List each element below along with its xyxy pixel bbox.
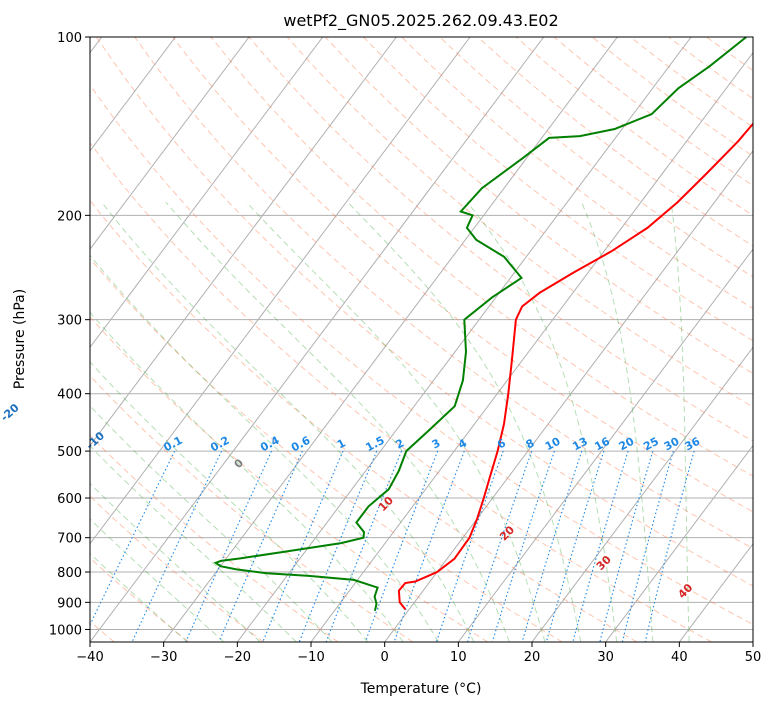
y-tick-label: 200 <box>57 209 82 224</box>
y-tick-label: 100 <box>57 31 82 46</box>
isotherm-line <box>752 641 753 642</box>
mixing-ratio-label: 16 <box>592 435 612 454</box>
x-tick-label: 40 <box>671 650 688 665</box>
y-tick-label: 500 <box>57 445 82 460</box>
moist-adiabat-line <box>90 482 261 642</box>
mixing-ratio-line <box>621 450 674 642</box>
dry-adiabat-line <box>90 84 753 625</box>
moist-adiabat-line <box>466 201 618 642</box>
temperature-profile-line <box>397 122 753 611</box>
isotherm-line <box>90 37 471 545</box>
isotherm-line <box>163 37 618 642</box>
mixing-ratio-line <box>491 450 555 642</box>
moist-adiabat-line <box>670 202 690 642</box>
profile-lines <box>213 37 753 612</box>
isotherm-line <box>310 51 753 642</box>
y-tick-label: 800 <box>57 566 82 581</box>
dry-adiabat-line <box>96 37 753 587</box>
moist-adiabat-line <box>90 254 439 642</box>
axis-ticks: −40 −30 −20 −10 0 10 20 30 40 50 100 200 300 400 500 60… <box>49 31 761 665</box>
moist-adiabat-line <box>90 405 333 642</box>
isotherm-line <box>90 37 324 349</box>
dry-adiabat-line <box>210 37 753 477</box>
mixing-ratio-line <box>545 450 605 642</box>
moist-adiabat-line <box>101 201 475 642</box>
x-tick-label: 50 <box>745 650 762 665</box>
mixing-ratio-line <box>466 450 533 642</box>
isotherm-line <box>90 37 545 642</box>
dry-adiabat-line <box>401 37 753 310</box>
dry-adiabat-line <box>172 37 753 513</box>
isotherm-line <box>90 37 176 152</box>
isotherm-line <box>457 248 753 642</box>
mixing-ratio-line <box>435 450 504 642</box>
x-tick-label: 10 <box>450 650 467 665</box>
isotherm-line <box>605 444 753 642</box>
mixing-ratio-label: 20 <box>617 435 637 454</box>
dry-adiabat-line <box>134 37 753 550</box>
isotherm-line <box>90 37 250 250</box>
dry-adiabat-line <box>90 199 638 642</box>
mixing-ratio-line <box>131 450 223 642</box>
dewpoint-profile-line <box>213 37 747 612</box>
mixing-ratio-label: 10 <box>543 435 563 454</box>
moist-adiabat-line <box>90 445 297 642</box>
x-tick-label: 20 <box>524 650 541 665</box>
isotherm-line <box>90 37 397 447</box>
y-tick-label: 300 <box>57 314 82 329</box>
moist-adiabat-line <box>246 201 546 642</box>
mixing-ratio-line <box>298 450 378 642</box>
mixing-ratio-line <box>572 450 629 642</box>
dry-adiabat-label: -20 <box>0 401 22 424</box>
y-tick-label: 900 <box>57 596 82 611</box>
mixing-ratio-line <box>364 450 439 642</box>
mixing-ratio-label: 25 <box>641 435 661 454</box>
mixing-ratio-line <box>644 450 695 642</box>
dry-adiabat-line <box>90 434 339 642</box>
mixing-ratio-line <box>599 450 654 642</box>
moist-adiabat-line <box>165 201 510 642</box>
dry-adiabat-line <box>90 257 563 642</box>
x-tick-label: 30 <box>597 650 614 665</box>
y-tick-label: 700 <box>57 532 82 547</box>
plot-frame <box>89 36 754 643</box>
background-lines <box>90 37 753 642</box>
y-tick-label: 1000 <box>49 623 82 638</box>
mixing-ratio-label: 13 <box>570 435 590 454</box>
moist-adiabat-line <box>90 311 404 642</box>
dry-adiabat-line <box>90 375 414 642</box>
x-tick-label: −30 <box>150 650 177 665</box>
y-tick-label: 400 <box>57 388 82 403</box>
mixing-ratio-line <box>90 450 176 627</box>
isotherm-line <box>236 37 692 642</box>
dry-adiabat-line <box>248 37 753 442</box>
isotherm-line <box>531 346 753 642</box>
mixing-ratio-label: 36 <box>683 435 703 454</box>
dry-adiabat-line <box>363 37 753 342</box>
x-tick-label: −20 <box>224 650 251 665</box>
mixing-ratio-line <box>325 450 403 642</box>
chart-title: wetPf2_GN05.2025.262.09.43.E02 <box>283 11 558 31</box>
x-tick-label: −10 <box>297 650 324 665</box>
x-tick-label: −40 <box>76 650 103 665</box>
mixing-ratio-label: 30 <box>662 435 682 454</box>
y-axis-label: Pressure (hPa) <box>12 289 28 389</box>
isotherm-line <box>384 150 753 642</box>
x-axis-label: Temperature (°C) <box>360 681 482 697</box>
plot-background <box>90 37 753 642</box>
mixing-ratio-line <box>393 450 465 642</box>
x-tick-label: 0 <box>381 650 389 665</box>
dry-adiabat-line <box>90 142 712 642</box>
y-tick-label: 600 <box>57 492 82 507</box>
